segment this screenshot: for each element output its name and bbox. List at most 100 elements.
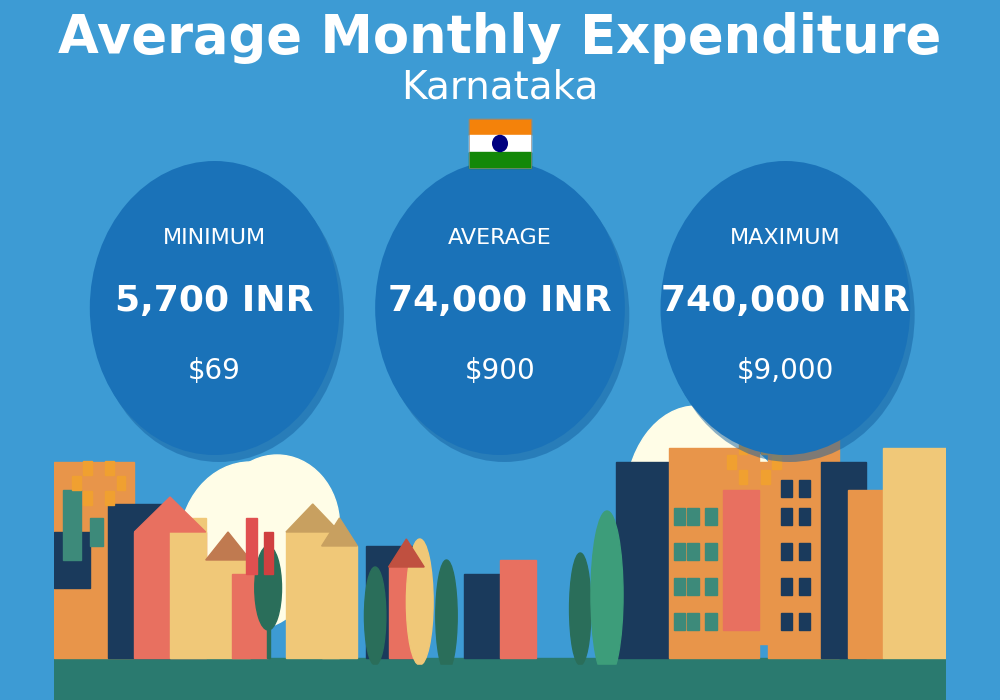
Ellipse shape (492, 134, 508, 153)
Text: AVERAGE: AVERAGE (448, 228, 552, 248)
Bar (674, 508, 685, 525)
Polygon shape (389, 539, 424, 567)
Bar (83, 491, 92, 505)
Text: 5,700 INR: 5,700 INR (115, 284, 314, 318)
Bar (781, 542, 792, 560)
Bar (134, 532, 206, 658)
Bar (848, 490, 883, 658)
Bar (264, 532, 273, 574)
Text: $9,000: $9,000 (737, 357, 834, 385)
Ellipse shape (591, 511, 623, 679)
Bar (723, 490, 759, 630)
Bar (83, 461, 92, 475)
Bar (54, 665, 946, 700)
Bar (705, 578, 717, 595)
Text: Karnataka: Karnataka (401, 69, 599, 106)
Bar (705, 612, 717, 630)
Bar (54, 462, 134, 658)
Bar (781, 578, 792, 595)
Bar (781, 612, 792, 630)
Bar (90, 518, 103, 546)
Bar (232, 574, 268, 658)
Bar (799, 612, 810, 630)
Text: 74,000 INR: 74,000 INR (388, 284, 612, 318)
Bar (687, 542, 699, 560)
Bar (674, 612, 685, 630)
Polygon shape (286, 504, 339, 532)
Bar (54, 658, 946, 700)
Ellipse shape (665, 168, 915, 462)
Bar (63, 490, 81, 560)
Bar (105, 461, 114, 475)
Bar (206, 560, 250, 658)
Bar (267, 588, 270, 658)
Bar (772, 455, 781, 469)
Bar (469, 135, 531, 152)
Text: Average Monthly Expenditure: Average Monthly Expenditure (58, 13, 942, 64)
Text: MAXIMUM: MAXIMUM (730, 228, 841, 248)
Bar (669, 448, 759, 658)
Bar (799, 508, 810, 525)
Bar (741, 462, 794, 644)
Ellipse shape (436, 560, 457, 672)
Ellipse shape (570, 553, 591, 665)
Bar (286, 532, 339, 658)
Text: MINIMUM: MINIMUM (163, 228, 266, 248)
Bar (687, 578, 699, 595)
Bar (108, 504, 170, 658)
Bar (761, 440, 770, 454)
Bar (374, 616, 377, 658)
Text: $900: $900 (465, 357, 535, 385)
Ellipse shape (661, 441, 785, 581)
Bar (469, 119, 531, 135)
Bar (883, 448, 946, 658)
Ellipse shape (380, 168, 629, 462)
Ellipse shape (375, 161, 625, 455)
Ellipse shape (90, 161, 339, 455)
Bar (469, 119, 531, 168)
Bar (674, 542, 685, 560)
Bar (389, 567, 424, 658)
Bar (727, 455, 736, 469)
Bar (674, 578, 685, 595)
Ellipse shape (406, 539, 433, 665)
Ellipse shape (364, 567, 386, 665)
Bar (54, 532, 90, 588)
Bar (768, 434, 839, 658)
Ellipse shape (661, 161, 910, 455)
Bar (616, 462, 669, 658)
Bar (246, 518, 257, 574)
Bar (705, 508, 717, 525)
Ellipse shape (625, 406, 768, 602)
Bar (705, 542, 717, 560)
Bar (72, 476, 81, 490)
Bar (105, 491, 114, 505)
Ellipse shape (215, 455, 339, 595)
Bar (781, 480, 792, 497)
Ellipse shape (94, 168, 344, 462)
Bar (117, 476, 125, 490)
Bar (687, 612, 699, 630)
Bar (739, 440, 747, 454)
Bar (739, 470, 747, 484)
Polygon shape (206, 532, 250, 560)
Ellipse shape (255, 546, 282, 630)
Bar (322, 546, 357, 658)
Ellipse shape (179, 462, 322, 630)
Polygon shape (322, 518, 357, 546)
Bar (781, 508, 792, 525)
Bar (500, 560, 536, 658)
Bar (366, 546, 415, 658)
Polygon shape (134, 497, 206, 532)
Bar (799, 578, 810, 595)
Bar (687, 508, 699, 525)
Bar (464, 574, 500, 658)
Bar (799, 480, 810, 497)
Bar (469, 152, 531, 168)
Bar (799, 542, 810, 560)
Bar (821, 462, 866, 658)
Bar (170, 518, 206, 658)
Text: 740,000 INR: 740,000 INR (661, 284, 910, 318)
Bar (761, 470, 770, 484)
Text: $69: $69 (188, 357, 241, 385)
